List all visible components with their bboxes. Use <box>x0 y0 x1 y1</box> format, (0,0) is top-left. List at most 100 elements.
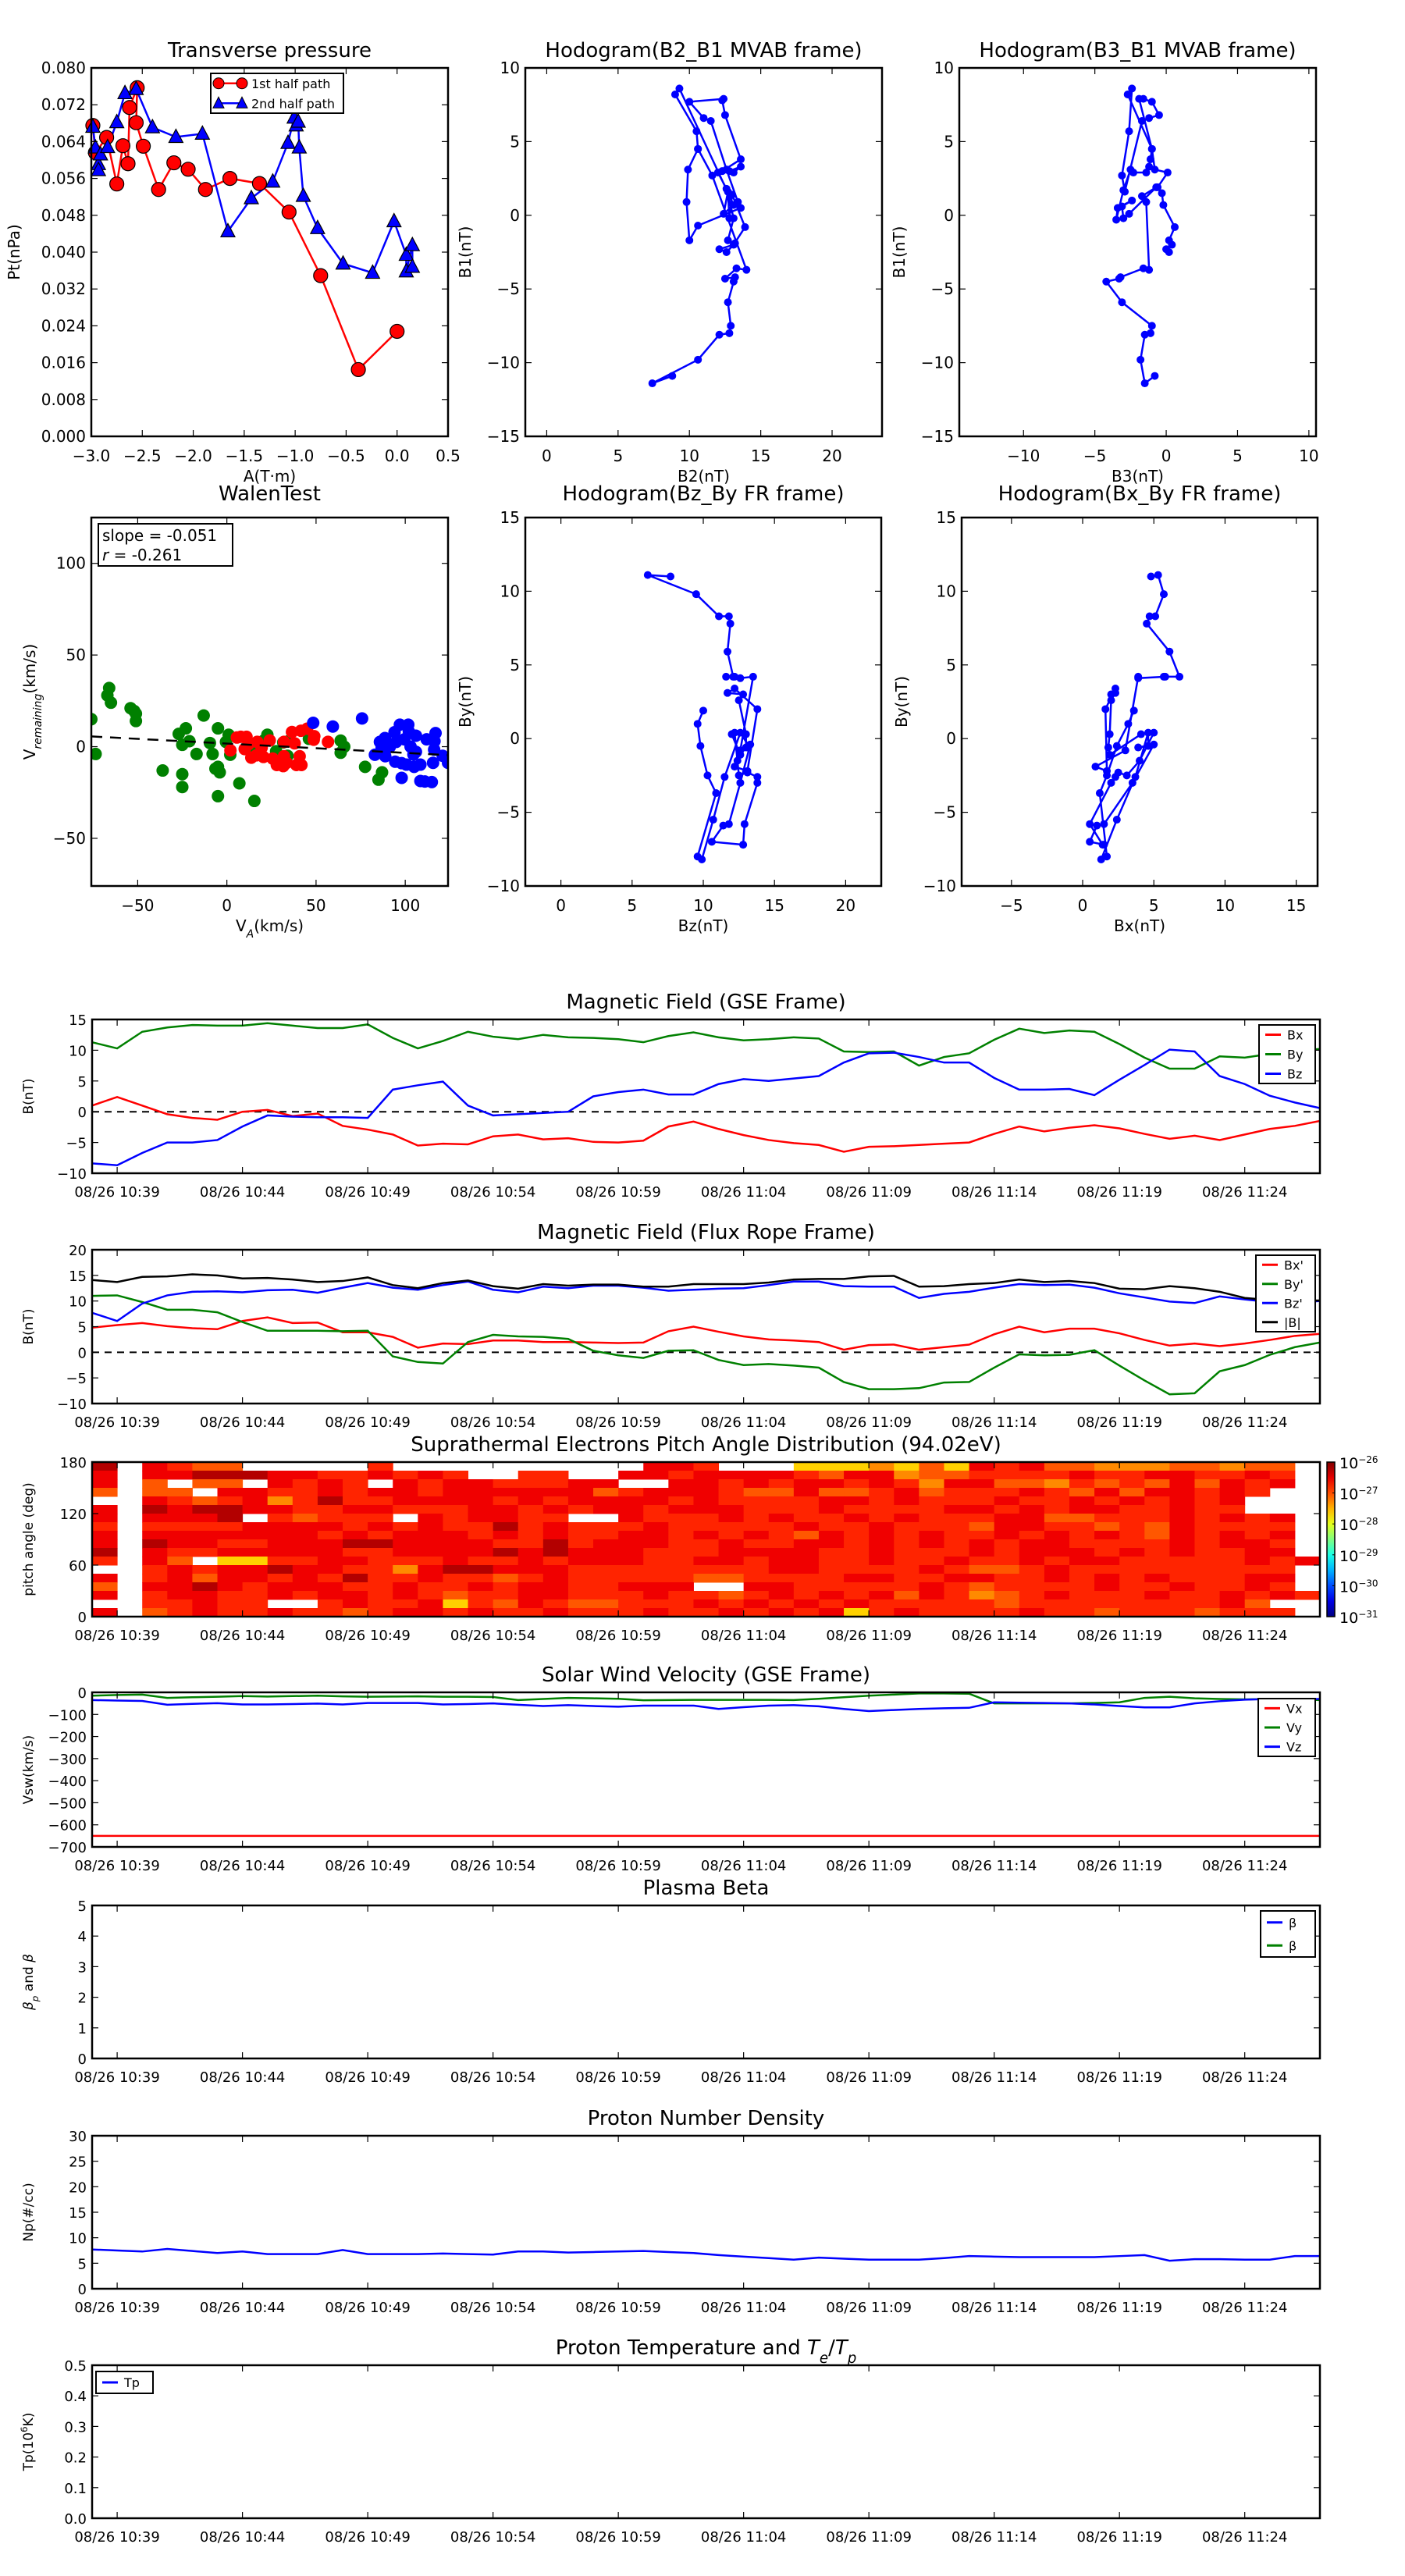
heatmap-cell <box>443 1539 469 1549</box>
heatmap-cell <box>1069 1505 1095 1514</box>
heatmap-cell <box>718 1557 745 1566</box>
data-point <box>724 298 732 307</box>
data-point <box>99 138 116 154</box>
data-point <box>1100 820 1108 828</box>
heatmap-cell <box>1094 1496 1120 1506</box>
axes-frame <box>958 66 1318 438</box>
data-point <box>720 773 729 781</box>
x-tick-label: 08/26 10:44 <box>200 1184 285 1201</box>
chart-np: Proton Number Density 08/26 10:39 08/26 10… <box>21 2107 1321 2316</box>
heatmap-cell <box>1144 1591 1170 1600</box>
heatmap-cell <box>718 1471 745 1480</box>
heatmap-cell <box>393 1591 418 1600</box>
heatmap-cell <box>567 1539 594 1549</box>
heatmap-cell <box>894 1582 919 1592</box>
x-tick-label: 08/26 11:19 <box>1076 1628 1161 1644</box>
data-point <box>277 735 290 749</box>
colorbar-label: 10−30 <box>1339 1578 1378 1596</box>
x-tick-label: 08/26 11:04 <box>701 2300 786 2316</box>
heatmap-cell <box>693 1496 720 1506</box>
heatmap-cell <box>818 1488 845 1497</box>
heatmap-cell <box>818 1591 845 1600</box>
heatmap-cell <box>1294 1557 1320 1566</box>
heatmap-cell <box>743 1514 770 1523</box>
y-tick-label: 15 <box>69 1268 87 1285</box>
data-point <box>212 789 225 802</box>
heatmap-cell <box>542 1479 569 1489</box>
heatmap-cell <box>542 1539 569 1549</box>
y-tick-label: −5 <box>934 803 956 822</box>
heatmap-cell <box>1094 1531 1120 1540</box>
data-point <box>1163 169 1172 177</box>
heatmap-cell <box>793 1539 820 1549</box>
data-point <box>696 742 705 750</box>
heatmap-cell <box>1069 1548 1095 1557</box>
x-tick-label: 08/26 11:09 <box>826 1628 911 1644</box>
heatmap-cell <box>718 1522 745 1532</box>
data-point <box>197 182 213 197</box>
heatmap-cell <box>1119 1574 1145 1583</box>
y-tick-label: 100 <box>56 554 86 573</box>
heatmap-cell <box>643 1496 669 1506</box>
heatmap-cell <box>919 1548 944 1557</box>
heatmap-cell <box>1194 1505 1221 1514</box>
heatmap-cell <box>944 1599 970 1609</box>
heatmap-cell <box>167 1539 193 1549</box>
heatmap-cell <box>1269 1539 1296 1549</box>
heatmap-cell <box>1094 1582 1120 1592</box>
heatmap-cell <box>919 1479 944 1489</box>
heatmap-cell <box>242 1471 269 1480</box>
heatmap-cell <box>1244 1522 1271 1532</box>
data-point <box>194 125 211 140</box>
data-point <box>404 258 421 273</box>
x-tick-label: 08/26 10:54 <box>450 1184 535 1201</box>
heatmap-cell <box>793 1496 820 1506</box>
heatmap-cell <box>1119 1582 1145 1592</box>
data-point <box>1160 590 1168 599</box>
heatmap-cell <box>869 1522 895 1532</box>
heatmap-cell <box>768 1539 795 1549</box>
x-tick-label: 08/26 11:14 <box>951 2069 1037 2086</box>
x-tick-label: 08/26 11:14 <box>951 1628 1037 1644</box>
heatmap-cell <box>443 1582 469 1592</box>
heatmap-cell <box>969 1591 995 1600</box>
heatmap-cell <box>668 1488 694 1497</box>
heatmap-cell <box>418 1599 443 1609</box>
heatmap-cell <box>217 1514 244 1523</box>
heatmap-cell <box>242 1557 269 1566</box>
data-point <box>389 323 405 340</box>
heatmap-cell <box>1219 1462 1246 1471</box>
heatmap-cell <box>1219 1599 1246 1609</box>
heatmap-cell <box>468 1522 494 1532</box>
heatmap-cell <box>743 1479 770 1489</box>
heatmap-cell <box>869 1548 895 1557</box>
heatmap-cell <box>317 1514 343 1523</box>
data-point <box>372 773 385 786</box>
heatmap-cell <box>1144 1557 1170 1566</box>
y-tick-label: −200 <box>48 1730 87 1746</box>
heatmap-cell <box>1144 1514 1170 1523</box>
heatmap-cell <box>393 1582 418 1592</box>
y-tick-label: 0.064 <box>41 132 86 151</box>
heatmap-cell <box>1269 1582 1296 1592</box>
colorbar-label-base: 10 <box>1339 1548 1358 1565</box>
heatmap-cell <box>167 1582 193 1592</box>
heatmap-cell <box>944 1548 970 1557</box>
heatmap-cell <box>192 1599 219 1609</box>
heatmap-cell <box>493 1539 519 1549</box>
heatmap-cell <box>493 1522 519 1532</box>
heatmap-cell <box>443 1488 469 1497</box>
heatmap-cell <box>493 1608 519 1617</box>
heatmap-cell <box>292 1471 318 1480</box>
heatmap-cell <box>1244 1479 1271 1489</box>
legend-label: Vz <box>1286 1740 1301 1755</box>
heatmap-cell <box>844 1505 870 1514</box>
heatmap-cell <box>844 1479 870 1489</box>
heatmap-cell <box>468 1479 494 1489</box>
heatmap-cell <box>1219 1531 1246 1540</box>
heatmap-cell <box>1094 1471 1120 1480</box>
heatmap-cell <box>718 1505 745 1514</box>
heatmap-cell <box>919 1591 944 1600</box>
y-axis-label-part: β <box>21 2001 37 2011</box>
heatmap-cell <box>618 1548 644 1557</box>
